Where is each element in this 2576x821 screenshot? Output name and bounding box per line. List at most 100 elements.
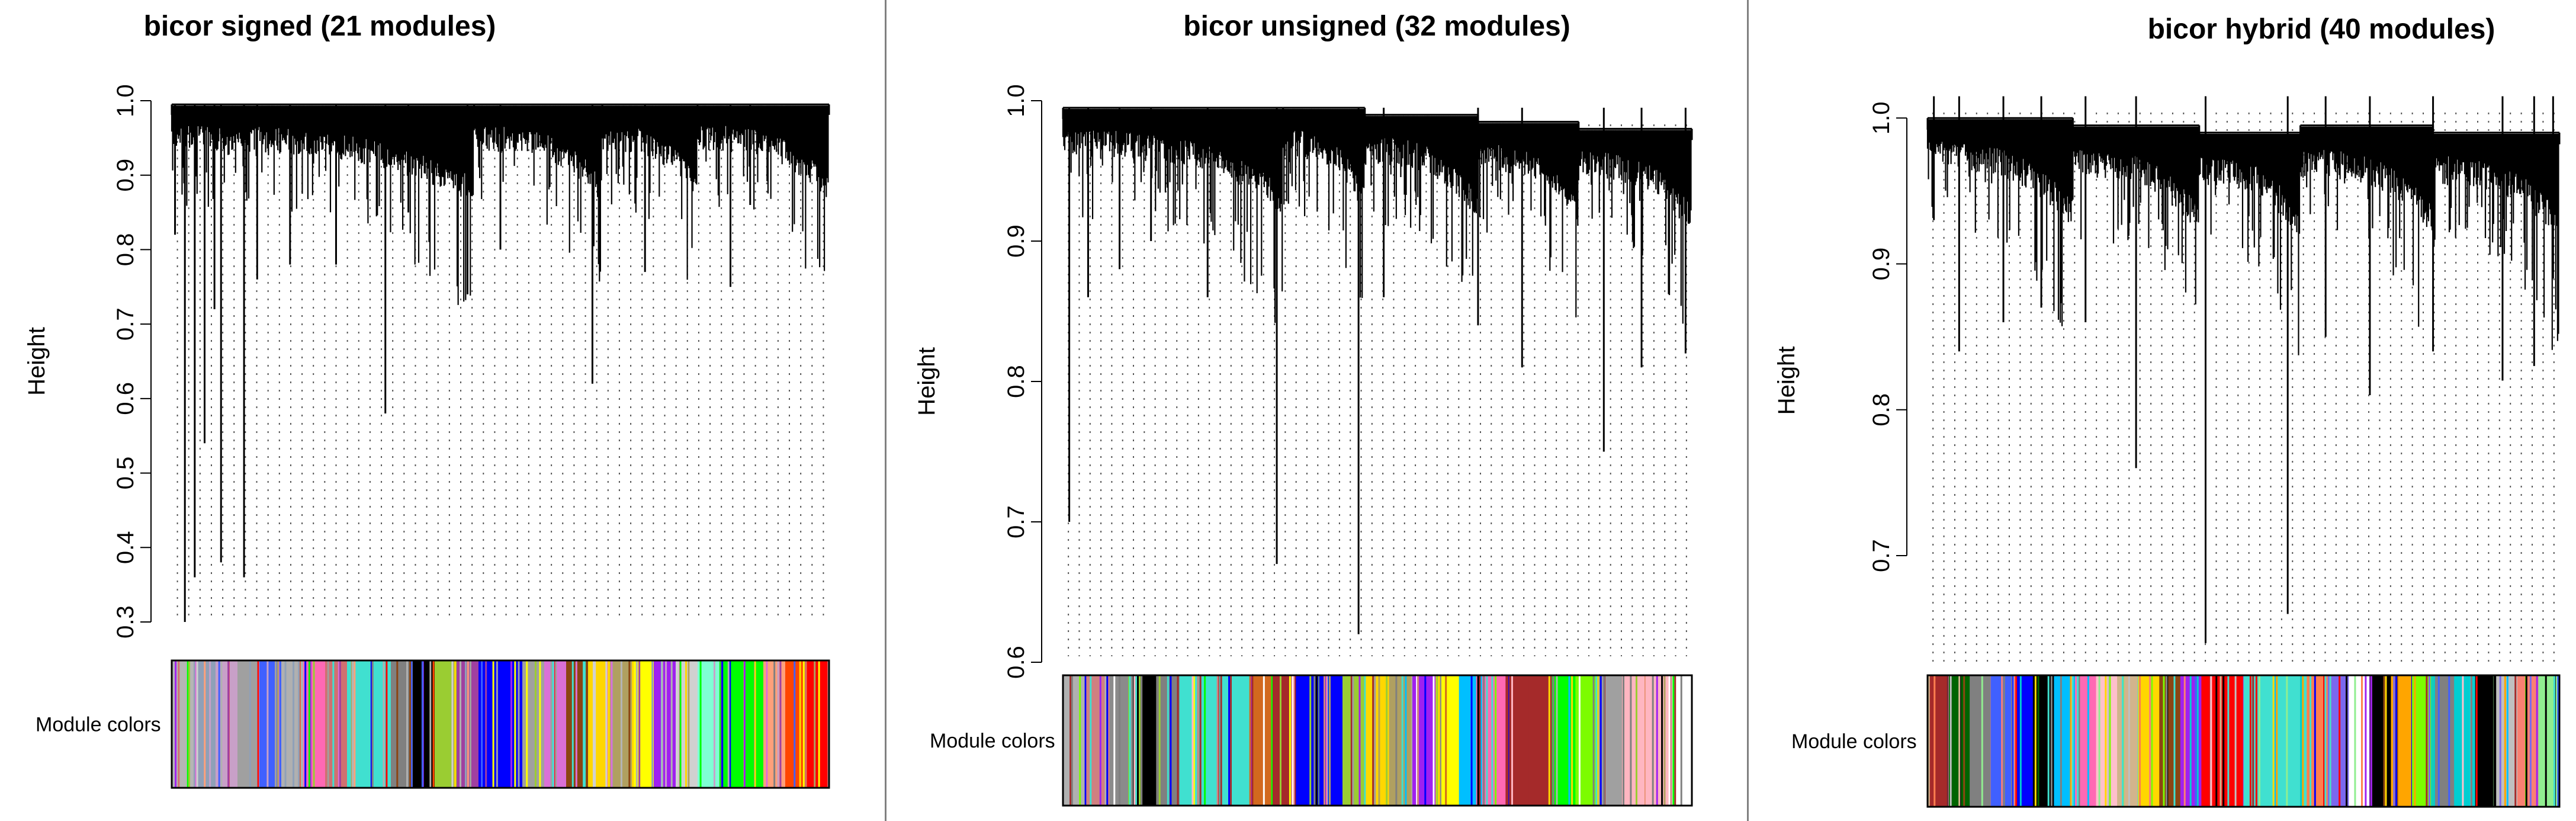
- module-color-stripe: [309, 660, 311, 788]
- module-color-stripe: [2098, 675, 2100, 807]
- module-color-segment: [1203, 675, 1227, 806]
- module-color-stripe: [274, 660, 277, 788]
- module-color-stripe: [1958, 675, 1961, 807]
- module-color-stripe: [2173, 675, 2176, 807]
- module-color-stripe: [2414, 675, 2416, 807]
- module-color-stripe: [685, 660, 688, 788]
- module-color-stripe: [195, 660, 197, 788]
- module-color-stripe: [620, 660, 622, 788]
- module-color-stripe: [592, 660, 595, 788]
- module-color-stripe: [1495, 675, 1497, 806]
- module-color-stripe: [2300, 675, 2302, 807]
- module-color-stripe: [1230, 675, 1232, 806]
- module-color-stripe: [1592, 675, 1595, 806]
- y-tick-label: 0.7: [113, 307, 139, 341]
- module-color-stripe: [406, 660, 409, 788]
- module-color-stripe: [2019, 675, 2022, 807]
- module-color-stripe: [2433, 675, 2435, 807]
- module-color-stripe: [727, 660, 730, 788]
- module-color-stripe: [2047, 675, 2050, 807]
- module-color-stripe: [688, 660, 690, 788]
- module-color-stripe: [2189, 675, 2192, 807]
- module-color-stripe: [2525, 675, 2527, 807]
- module-color-stripe: [396, 660, 399, 788]
- module-color-stripe: [766, 660, 768, 788]
- module-color-stripe: [220, 660, 223, 788]
- module-color-stripe: [2275, 675, 2277, 807]
- module-color-stripe: [575, 660, 577, 788]
- module-color-stripe: [2553, 675, 2555, 807]
- module-color-stripe: [1670, 675, 1672, 806]
- panel-divider: [885, 0, 886, 821]
- module-color-stripe: [713, 660, 715, 788]
- module-color-stripe: [2286, 675, 2288, 807]
- module-color-stripe: [2003, 675, 2005, 807]
- y-axis-label: Height: [24, 327, 50, 396]
- module-color-stripe: [1603, 675, 1605, 806]
- module-color-segment: [2159, 675, 2181, 807]
- y-tick-label: 1.0: [1868, 101, 1894, 134]
- module-color-stripe: [332, 660, 335, 788]
- module-color-stripe: [429, 660, 432, 788]
- module-color-stripe: [1158, 675, 1161, 806]
- module-color-stripe: [2475, 675, 2478, 807]
- module-color-stripe: [802, 660, 805, 788]
- module-color-segment: [1063, 675, 1087, 806]
- module-color-stripe: [2361, 675, 2363, 807]
- module-color-segment: [237, 660, 260, 788]
- color-bar-frame: [1062, 674, 1693, 807]
- module-color-stripe: [2545, 675, 2547, 807]
- module-color-stripe: [552, 660, 554, 788]
- module-color-stripe: [529, 660, 532, 788]
- module-color-stripe: [492, 660, 494, 788]
- panel-divider: [1747, 0, 1749, 821]
- module-color-stripe: [1652, 675, 1654, 806]
- module-color-stripe: [188, 660, 191, 788]
- module-color-stripe: [2001, 675, 2003, 807]
- module-color-stripe: [465, 660, 467, 788]
- module-color-stripe: [1133, 675, 1136, 806]
- module-color-stripe: [1439, 675, 1441, 806]
- module-color-stripe: [409, 660, 412, 788]
- chart-panel-unsigned: bicor unsigned (32 modules) 0.6 0.7 0.8 0.9 1…: [886, 0, 1747, 821]
- module-color-stripe: [2426, 675, 2428, 807]
- module-color-stripe: [1595, 675, 1598, 806]
- y-tick-label: 0.8: [113, 233, 139, 267]
- module-color-stripe: [2070, 675, 2073, 807]
- module-color-stripe: [1401, 675, 1403, 806]
- module-color-stripe: [485, 660, 487, 788]
- module-color-stripe: [386, 660, 388, 788]
- module-color-stripe: [339, 660, 341, 788]
- module-color-stripe: [2339, 675, 2341, 807]
- module-color-stripe: [2122, 675, 2124, 807]
- y-tick-label: 0.9: [1868, 248, 1894, 281]
- chart-title: bicor unsigned (32 modules): [1183, 11, 1570, 42]
- module-color-segment: [1389, 675, 1413, 806]
- module-color-stripe: [1623, 675, 1625, 806]
- module-color-stripe: [706, 660, 708, 788]
- module-color-segment: [1622, 675, 1646, 806]
- module-color-segment: [2285, 675, 2308, 807]
- module-color-stripe: [2255, 675, 2257, 807]
- chart-panel-signed: bicor signed (21 modules) 0.3 0.4 0.5 0.6 0.7…: [0, 0, 885, 821]
- module-colors-label: Module colors: [930, 730, 1055, 752]
- module-color-segment: [2538, 675, 2560, 807]
- module-color-stripe: [2107, 675, 2109, 807]
- module-color-stripe: [2272, 675, 2275, 807]
- module-color-stripe: [1511, 675, 1513, 806]
- module-color-segment: [2369, 675, 2392, 807]
- module-color-stripe: [699, 660, 702, 788]
- module-color-segment: [2138, 675, 2160, 807]
- module-color-stripe: [2536, 675, 2538, 807]
- module-color-stripe: [2385, 675, 2387, 807]
- module-color-stripe: [1416, 675, 1418, 806]
- module-color-stripe: [354, 660, 356, 788]
- module-color-stripe: [1674, 675, 1676, 806]
- module-color-stripe: [1479, 675, 1481, 806]
- module-color-stripe: [1470, 675, 1473, 806]
- module-color-stripe: [1477, 675, 1479, 806]
- y-tick-label: 0.6: [1003, 646, 1029, 679]
- module-color-stripe: [632, 660, 634, 788]
- module-color-stripe: [2506, 675, 2508, 807]
- module-color-stripe: [293, 660, 295, 788]
